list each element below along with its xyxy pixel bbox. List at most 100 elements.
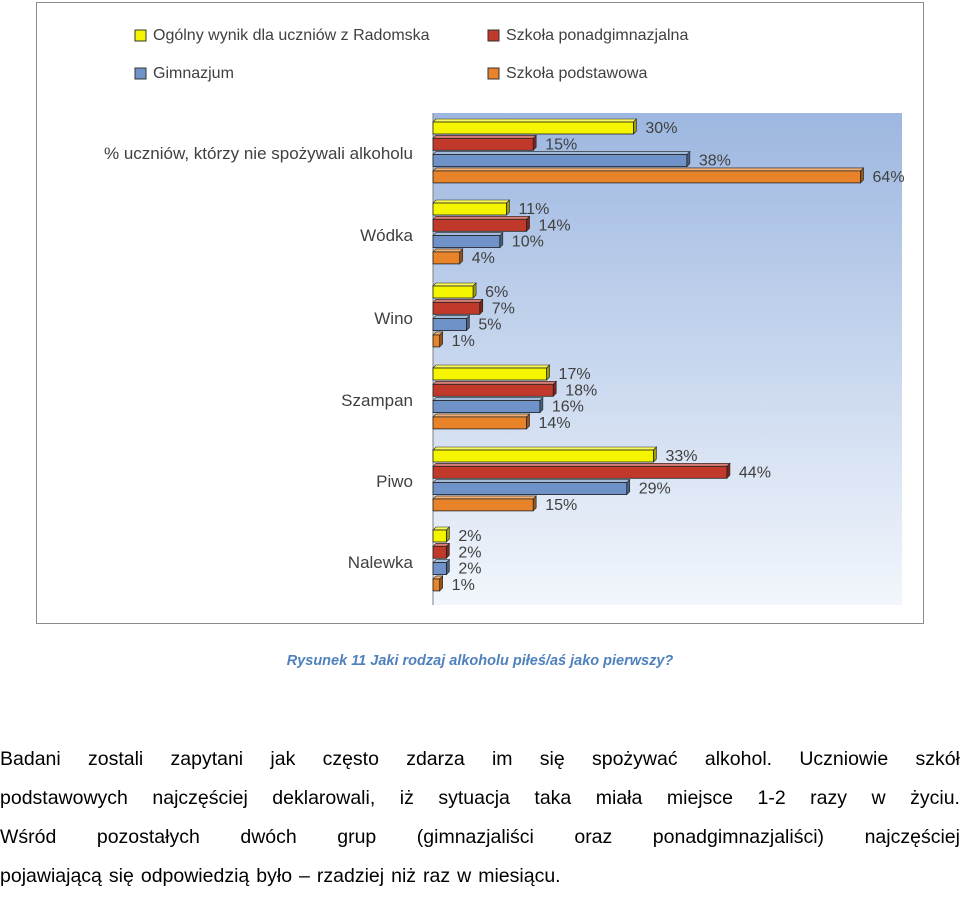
bar-top (432, 364, 551, 369)
paragraph-word: w (457, 865, 472, 887)
bar (432, 298, 484, 316)
data-label: 30% (645, 120, 677, 137)
paragraph-word: życiu. (910, 787, 960, 809)
bar-face (432, 367, 547, 381)
body-paragraph: Badani zostali zapytani jak często zdarza im si… (0, 740, 960, 896)
bar-face (432, 301, 481, 315)
paragraph-word: 1-2 (757, 787, 786, 809)
category-label: Wódka (360, 226, 413, 245)
bar-face (432, 449, 654, 463)
legend-swatch (134, 67, 147, 80)
bar (432, 118, 638, 135)
legend-label: Szkoła ponadgimnazjalna (506, 27, 688, 44)
paragraph-word: się (539, 748, 565, 770)
data-label: 15% (545, 497, 577, 514)
data-labels: 30%15%38%64%11%14%10%4%6%7%5%1%17%18%16%… (452, 120, 905, 594)
data-label: 16% (552, 399, 584, 416)
bar-face (432, 465, 728, 479)
bar-face (432, 545, 447, 559)
bar (432, 150, 691, 168)
bar (432, 134, 537, 152)
paragraph-word: oraz (574, 826, 613, 848)
paragraph-word: się (108, 865, 134, 887)
bar (432, 413, 531, 430)
category-label: Szampan (341, 391, 413, 410)
paragraph-word: odpowiedzią (140, 865, 250, 887)
data-label: 10% (512, 234, 544, 251)
bar-face (432, 251, 461, 265)
paragraph-word: pojawiającą (0, 865, 102, 887)
data-label: 15% (545, 136, 577, 153)
bar (432, 526, 451, 543)
bar-face (432, 562, 447, 575)
data-label: 64% (873, 169, 905, 186)
bar-top (432, 282, 477, 287)
bar-top (432, 495, 537, 500)
paragraph-word: było (256, 865, 293, 887)
bar-face (432, 482, 628, 496)
bar-face (432, 383, 554, 397)
paragraph-word: raz (423, 865, 451, 887)
bar-top (432, 413, 531, 418)
bar-face (432, 137, 534, 151)
chart-frame: Ogólny wynik dla uczniów z Radomska Szkoł… (36, 2, 924, 624)
bar (432, 215, 531, 233)
paragraph-word: zostali (87, 748, 144, 770)
paragraph-word: szkół (915, 748, 960, 770)
bar-face (432, 529, 447, 543)
data-label: 2% (458, 528, 481, 545)
legend: Ogólny wynik dla uczniów z Radomska Szkoł… (134, 27, 688, 82)
bar-chart: Ogólny wynik dla uczniów z Radomska Szkoł… (104, 27, 905, 605)
bar-top (432, 199, 511, 204)
bar-top (432, 559, 451, 563)
bar-top (432, 248, 464, 253)
data-label: 7% (492, 300, 515, 317)
paragraph-word: grup (337, 826, 377, 848)
paragraph-word: deklarowali, (272, 787, 376, 809)
bar (432, 478, 631, 496)
data-label: 38% (699, 153, 731, 170)
data-label: 29% (639, 481, 671, 498)
bar-top (432, 135, 537, 139)
paragraph-word: iż (399, 787, 414, 809)
paragraph-line: podstawowych najczęściej deklarowali, iż syt… (0, 779, 960, 818)
bar-face (432, 334, 441, 348)
paragraph-word: podstawowych (0, 787, 128, 809)
bar (432, 248, 464, 265)
bar-top (432, 542, 451, 547)
bar (432, 396, 544, 414)
category-labels: % uczniów, którzy nie spożywali alkoholu… (104, 144, 414, 572)
bar (432, 167, 865, 184)
paragraph-word: im (491, 748, 513, 770)
category-label: % uczniów, którzy nie spożywali alkoholu (104, 144, 413, 163)
data-label: 11% (518, 201, 549, 218)
bar-top (432, 397, 544, 401)
data-label: 2% (458, 544, 481, 561)
paragraph-word: jak (270, 748, 296, 770)
bar-top (432, 315, 471, 319)
data-label: 1% (452, 577, 475, 594)
paragraph-word: w (871, 787, 886, 809)
bar-face (432, 121, 634, 135)
paragraph-line: pojawiającą się odpowiedzią było – rzadziej ni… (0, 857, 960, 896)
legend-swatch (134, 29, 147, 42)
category-label: Nalewka (348, 553, 414, 572)
bar-face (432, 498, 534, 512)
paragraph-line: Wśród pozostałych dwóch grup (gimnazjaliści o… (0, 818, 960, 857)
bar-top (432, 380, 557, 385)
category-label: Wino (374, 309, 413, 328)
paragraph-word: najczęściej (152, 787, 248, 809)
bar (432, 462, 731, 480)
bar (432, 558, 451, 576)
figure-caption: Rysunek 11 Jaki rodzaj alkoholu piłeś/aś… (286, 653, 674, 669)
bar-top (432, 118, 638, 123)
data-label: 44% (739, 464, 771, 481)
data-label: 33% (665, 448, 697, 465)
bar-face (432, 416, 527, 430)
bar (432, 364, 551, 381)
bar-face (432, 218, 527, 232)
bar (432, 331, 444, 348)
paragraph-word: – (299, 865, 310, 887)
data-label: 4% (472, 250, 495, 267)
data-label: 5% (478, 317, 501, 334)
